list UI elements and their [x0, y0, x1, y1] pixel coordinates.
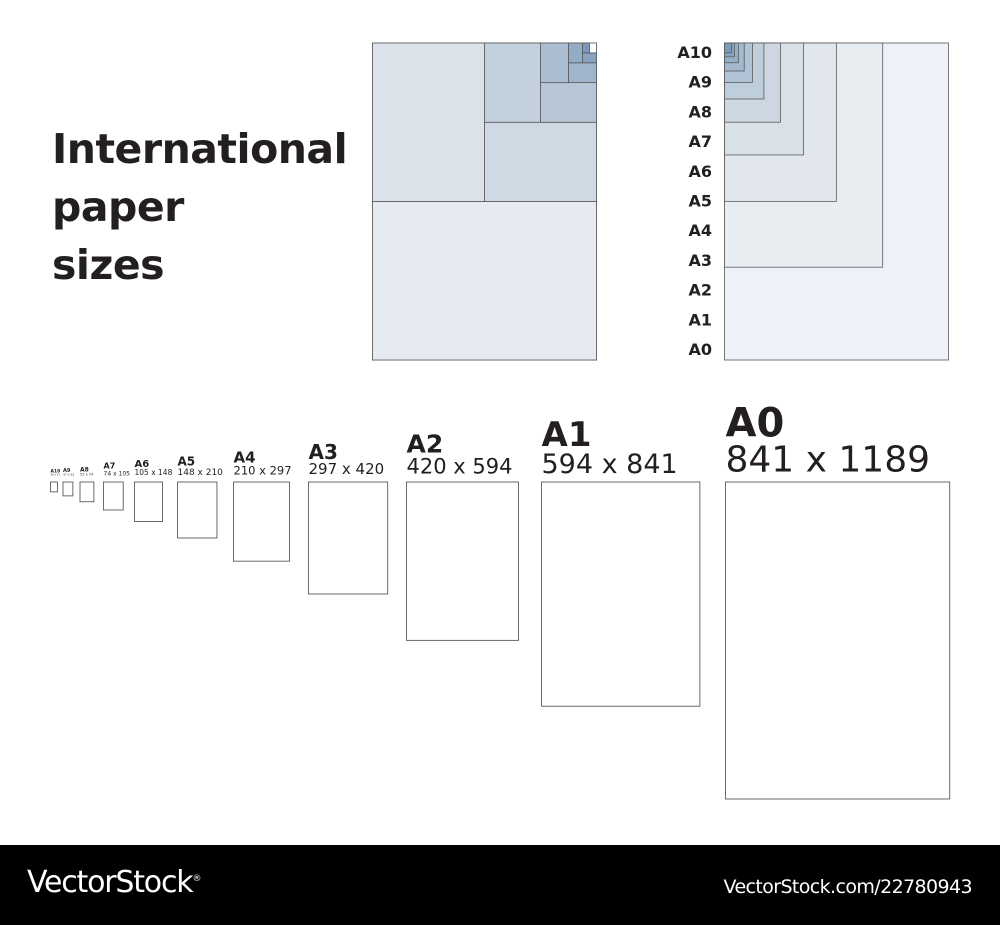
- subdivision-diagram: [372, 42, 597, 361]
- nested-label-a7: A7: [688, 132, 712, 151]
- sheet-a9: [582, 52, 597, 64]
- nested-label-a8: A8: [688, 102, 712, 121]
- nested-sizes-diagram: [724, 42, 949, 361]
- size-name-a3: A3: [309, 440, 338, 464]
- size-dims-a6: 105 x 148: [135, 468, 173, 477]
- nested-label-a0: A0: [688, 340, 712, 359]
- size-sheet-a0: [725, 481, 951, 800]
- nested-label-a4: A4: [688, 221, 712, 240]
- size-name-a5: A5: [178, 454, 196, 468]
- size-sheet-a9: [62, 481, 74, 497]
- nested-label-a9: A9: [688, 73, 712, 92]
- size-dims-a4: 210 x 297: [234, 464, 292, 478]
- brand-logo: VectorStock®: [27, 865, 201, 900]
- title-line-2: paper: [52, 183, 184, 231]
- size-dims-a10: 26 x 37: [51, 473, 61, 477]
- size-sheet-a3: [308, 481, 389, 595]
- brand-name: VectorStock: [27, 865, 194, 900]
- size-sheet-a1: [541, 481, 701, 707]
- size-dims-a8: 52 x 74: [80, 473, 94, 477]
- size-name-a4: A4: [234, 449, 256, 467]
- size-name-a0: A0: [726, 400, 785, 446]
- size-sheet-a2: [406, 481, 519, 641]
- registered-mark: ®: [192, 874, 202, 884]
- sheet-a7: [568, 62, 597, 84]
- page-title: International paper sizes: [52, 120, 352, 294]
- sheet-a6: [540, 42, 569, 84]
- size-sheet-a8: [79, 481, 95, 503]
- sheet-a8: [568, 42, 583, 64]
- sheet-a2: [372, 42, 485, 202]
- size-sheet-a4: [233, 481, 290, 562]
- size-name-a1: A1: [542, 415, 592, 455]
- nested-label-a10: A10: [677, 43, 712, 62]
- footer-bar: VectorStock® VectorStock.com/22780943: [0, 845, 1000, 925]
- nested-size-labels: A10 A9 A8 A7 A6 A5 A4 A3 A2 A1 A0: [677, 43, 712, 359]
- size-name-a8: A8: [80, 466, 89, 473]
- size-sheet-a5: [177, 481, 218, 539]
- sheet-a3: [484, 121, 597, 202]
- sheet-a1: [372, 201, 597, 361]
- nested-label-a1: A1: [688, 310, 712, 329]
- size-sheet-a7: [103, 481, 124, 511]
- nested-label-a6: A6: [688, 162, 712, 181]
- sheet-a4: [484, 42, 541, 123]
- title-line-1: International: [52, 125, 348, 173]
- sheet-a5: [540, 82, 597, 123]
- size-dims-a7: 74 x 105: [104, 470, 131, 477]
- sheet-a10: [582, 42, 590, 54]
- size-sheet-a6: [134, 481, 163, 522]
- nested-label-a3: A3: [688, 251, 712, 270]
- nested-sheet-a10: [724, 42, 732, 54]
- nested-label-a5: A5: [688, 192, 712, 211]
- size-dims-a5: 148 x 210: [178, 468, 224, 478]
- size-name-a10: A10: [51, 468, 61, 474]
- source-url: VectorStock.com/22780943: [723, 876, 973, 898]
- size-name-a2: A2: [407, 430, 444, 459]
- sheet-a10-remainder: [589, 42, 597, 54]
- size-dims-a1: 594 x 841: [542, 449, 678, 480]
- nested-label-a2: A2: [688, 281, 712, 300]
- size-dims-a9: 37 x 52: [63, 473, 74, 477]
- size-name-a7: A7: [104, 462, 116, 471]
- size-dims-a3: 297 x 420: [309, 460, 385, 478]
- title-line-3: sizes: [52, 241, 165, 289]
- size-dims-a2: 420 x 594: [407, 454, 513, 478]
- size-sheet-a10: [50, 481, 58, 493]
- size-name-a6: A6: [135, 459, 150, 470]
- size-name-a9: A9: [63, 468, 71, 474]
- size-dims-a0: 841 x 1189: [726, 440, 931, 481]
